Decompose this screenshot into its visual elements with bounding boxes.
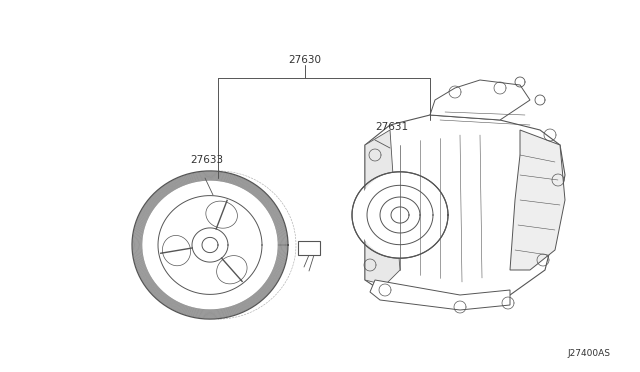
Polygon shape	[370, 280, 510, 310]
Text: 27631: 27631	[375, 122, 408, 132]
Text: 27630: 27630	[289, 55, 321, 65]
Polygon shape	[365, 115, 565, 300]
Polygon shape	[510, 130, 565, 270]
Bar	[298, 241, 320, 255]
Text: 27633: 27633	[190, 155, 223, 165]
Polygon shape	[430, 80, 530, 120]
Polygon shape	[365, 130, 400, 285]
Circle shape	[357, 172, 443, 258]
Text: J27400AS: J27400AS	[567, 349, 610, 358]
